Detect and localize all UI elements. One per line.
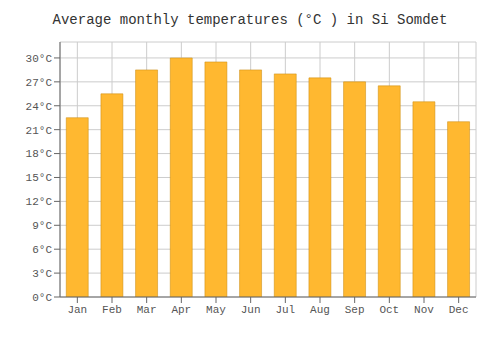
svg-text:18°C: 18°C [26, 148, 53, 160]
svg-text:Jun: Jun [241, 304, 261, 316]
svg-text:24°C: 24°C [26, 101, 53, 113]
svg-text:Nov: Nov [414, 304, 434, 316]
svg-text:Feb: Feb [102, 304, 122, 316]
svg-text:Sep: Sep [345, 304, 365, 316]
svg-text:May: May [206, 304, 226, 316]
svg-text:Jan: Jan [67, 304, 87, 316]
svg-text:30°C: 30°C [26, 53, 53, 65]
svg-text:15°C: 15°C [26, 172, 53, 184]
svg-text:Dec: Dec [449, 304, 469, 316]
svg-text:Oct: Oct [379, 304, 399, 316]
html-text:Average monthly temperatures (: Average monthly temperatures (°C ) in Si… [52, 12, 448, 28]
svg-text:9°C: 9°C [32, 220, 52, 232]
svg-text:Apr: Apr [171, 304, 191, 316]
svg-text:27°C: 27°C [26, 77, 53, 89]
svg-text:0°C: 0°C [32, 292, 52, 304]
svg-text:6°C: 6°C [32, 244, 52, 256]
svg-text:Aug: Aug [310, 304, 330, 316]
svg-text:21°C: 21°C [26, 125, 53, 137]
svg-text:Jul: Jul [275, 304, 295, 316]
svg-text:3°C: 3°C [32, 268, 52, 280]
svg-text:Mar: Mar [137, 304, 157, 316]
svg-text:12°C: 12°C [26, 196, 53, 208]
